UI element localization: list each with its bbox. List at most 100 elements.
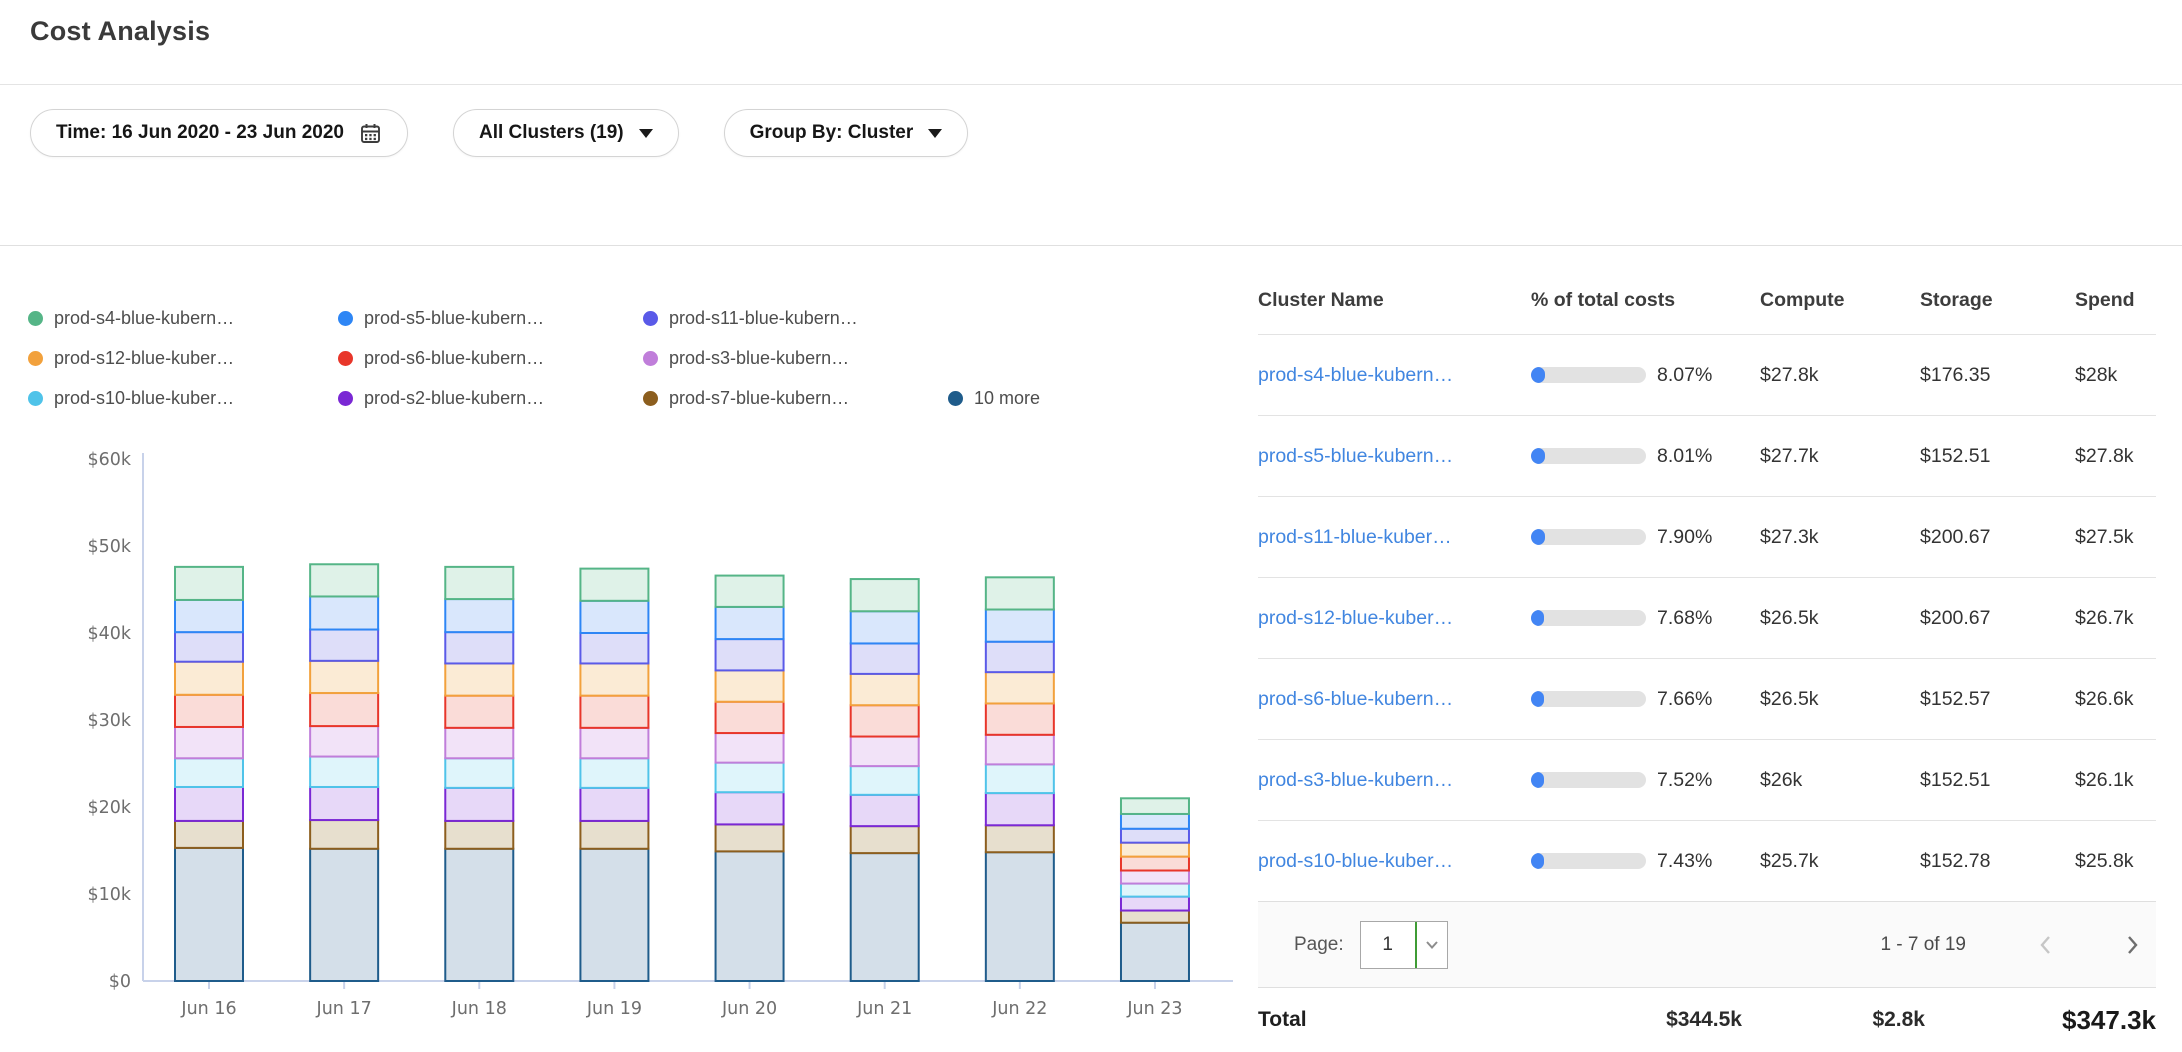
legend-item[interactable]: prod-s3-blue-kubern… [643,344,948,372]
cluster-name-link[interactable]: prod-s12-blue-kuber… [1258,606,1454,629]
bar-segment[interactable] [984,702,1055,736]
bar-segment[interactable] [309,785,380,822]
bar-segment[interactable] [444,631,515,665]
bar-segment[interactable] [714,732,785,764]
bar-segment[interactable] [174,725,244,760]
bar-segment[interactable] [174,693,244,728]
bar-segment[interactable] [984,671,1055,705]
bar-segment[interactable] [984,763,1055,795]
bar-segment[interactable] [309,563,380,598]
bar-segment[interactable] [714,605,785,641]
bar-segment[interactable] [714,669,785,703]
bar-segment[interactable] [849,672,920,707]
legend-item[interactable]: prod-s6-blue-kubern… [338,344,643,372]
table-row[interactable]: prod-s6-blue-kubern… 7.66% $26.5k $152.57 $2… [1258,658,2156,739]
bar-segment[interactable] [444,757,515,789]
bar-segment[interactable] [984,733,1055,766]
bar-segment[interactable] [309,692,380,728]
bar-segment[interactable] [309,595,380,631]
table-row[interactable]: prod-s11-blue-kuber… 7.90% $27.3k $200.67 $2… [1258,496,2156,577]
bar-segment[interactable] [984,792,1055,827]
bar-segment[interactable] [579,694,650,729]
bar-segment[interactable] [1119,855,1190,872]
bar-segment[interactable] [1119,921,1190,982]
bar-segment[interactable] [984,640,1055,674]
legend-item[interactable]: 10 more [948,384,1240,412]
bar-segment[interactable] [849,642,920,675]
bar-segment[interactable] [1119,909,1190,924]
group-by-filter[interactable]: Group By: Cluster [723,109,969,157]
legend-item[interactable]: prod-s2-blue-kubern… [338,384,643,412]
bar-segment[interactable] [849,610,920,645]
bar-segment[interactable] [1119,895,1190,912]
bar-segment[interactable] [1119,812,1190,830]
bar-segment[interactable] [714,850,785,982]
bar-segment[interactable] [579,847,650,983]
bar-segment[interactable] [714,700,785,735]
bar-segment[interactable] [174,819,244,849]
legend-item[interactable]: prod-s7-blue-kubern… [643,384,948,412]
bar-segment[interactable] [579,632,650,665]
prev-page-button[interactable] [2032,929,2060,961]
legend-item[interactable]: prod-s11-blue-kubern… [643,304,948,332]
bar-segment[interactable] [714,574,785,608]
cluster-name-link[interactable]: prod-s6-blue-kubern… [1258,687,1454,710]
bar-segment[interactable] [714,638,785,672]
bar-segment[interactable] [579,757,650,789]
bar-segment[interactable] [579,662,650,697]
bar-segment[interactable] [174,598,244,634]
bar-segment[interactable] [984,851,1055,982]
bar-segment[interactable] [579,567,650,602]
bar-segment[interactable] [1119,841,1190,858]
bar-segment[interactable] [309,659,380,695]
bar-segment[interactable] [579,819,650,850]
bar-segment[interactable] [309,755,380,788]
bar-segment[interactable] [174,785,244,822]
bar-segment[interactable] [444,565,515,601]
bar-segment[interactable] [174,846,244,983]
bar-segment[interactable] [714,823,785,853]
bar-segment[interactable] [444,819,515,850]
page-select[interactable]: 1 [1359,920,1448,969]
all-clusters-filter[interactable]: All Clusters (19) [452,109,679,157]
table-row[interactable]: prod-s10-blue-kuber… 7.43% $25.7k $152.78 $2… [1258,820,2156,901]
bar-segment[interactable] [1119,869,1190,885]
bar-segment[interactable] [444,662,515,697]
bar-segment[interactable] [444,694,515,729]
bar-segment[interactable] [1119,827,1190,844]
cluster-name-link[interactable]: prod-s10-blue-kuber… [1258,849,1454,872]
bar-segment[interactable] [849,735,920,768]
bar-segment[interactable] [309,847,380,983]
legend-item[interactable]: prod-s4-blue-kubern… [28,304,338,332]
next-page-button[interactable] [2118,929,2146,961]
bar-segment[interactable] [714,791,785,826]
legend-item[interactable]: prod-s5-blue-kubern… [338,304,643,332]
legend-item[interactable]: prod-s10-blue-kuber… [28,384,338,412]
cluster-name-link[interactable]: prod-s11-blue-kuber… [1258,525,1452,548]
bar-segment[interactable] [984,824,1055,854]
bar-segment[interactable] [444,726,515,760]
cluster-name-link[interactable]: prod-s5-blue-kubern… [1258,444,1454,467]
bar-segment[interactable] [849,825,920,855]
bar-segment[interactable] [579,786,650,822]
bar-segment[interactable] [174,565,244,601]
bar-segment[interactable] [174,631,244,663]
table-row[interactable]: prod-s4-blue-kubern… 8.07% $27.8k $176.35 $2… [1258,334,2156,415]
cluster-name-link[interactable]: prod-s3-blue-kubern… [1258,768,1454,791]
bar-segment[interactable] [984,608,1055,643]
bar-segment[interactable] [444,598,515,634]
table-row[interactable]: prod-s12-blue-kuber… 7.68% $26.5k $200.67 $2… [1258,577,2156,658]
table-row[interactable]: prod-s5-blue-kubern… 8.01% $27.7k $152.51 $2… [1258,415,2156,496]
bar-segment[interactable] [714,761,785,794]
time-range-filter[interactable]: Time: 16 Jun 2020 - 23 Jun 2020 [30,109,408,157]
bar-segment[interactable] [849,578,920,613]
bar-segment[interactable] [174,757,244,788]
bar-segment[interactable] [309,819,380,850]
bar-segment[interactable] [174,660,244,696]
bar-segment[interactable] [444,847,515,983]
bar-segment[interactable] [309,628,380,662]
bar-segment[interactable] [849,793,920,828]
legend-item[interactable]: prod-s12-blue-kuber… [28,344,338,372]
bar-segment[interactable] [1119,882,1190,898]
bar-segment[interactable] [1119,797,1190,815]
